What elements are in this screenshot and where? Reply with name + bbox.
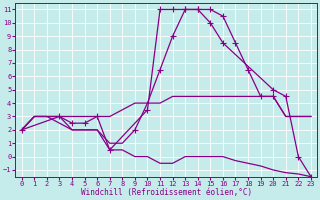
X-axis label: Windchill (Refroidissement éolien,°C): Windchill (Refroidissement éolien,°C) — [81, 188, 252, 197]
